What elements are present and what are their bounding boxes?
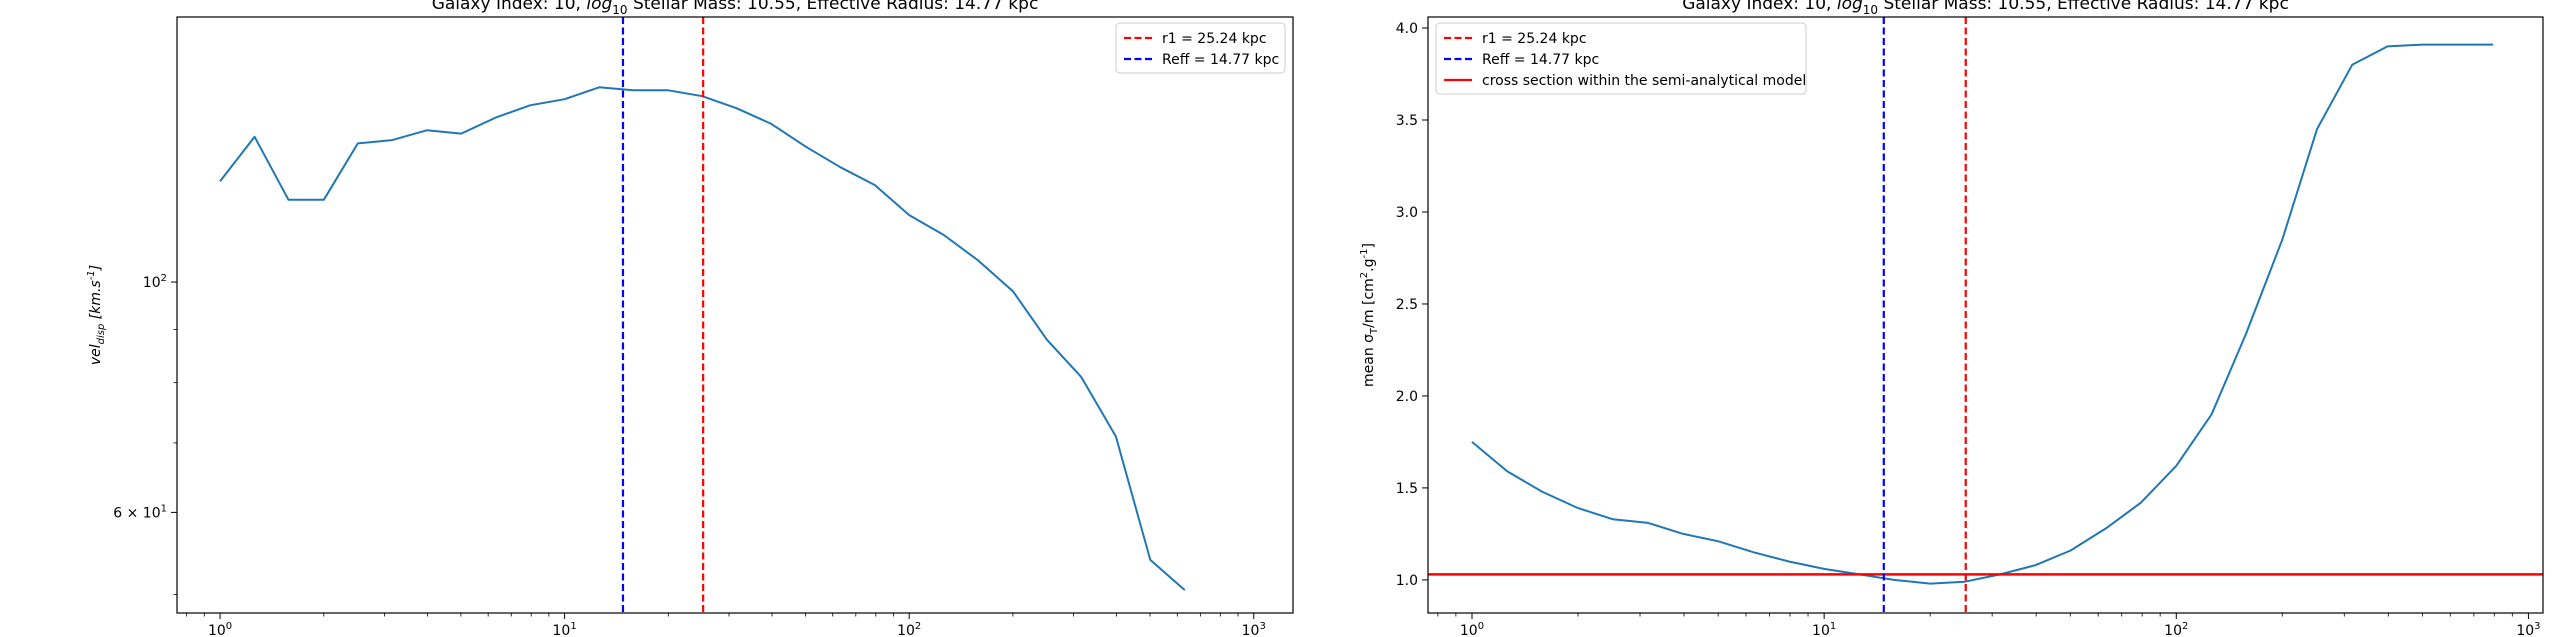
- chart-title: Galaxy Index: 10, log10 Stellar Mass: 10…: [432, 0, 1039, 17]
- x-tick-label: 100: [1460, 621, 1484, 637]
- legend: r1 = 25.24 kpc Reff = 14.77 kpc: [1115, 22, 1286, 74]
- y-tick-label: 3.0: [1396, 205, 1418, 221]
- y-tick-label: 1.0: [1396, 573, 1418, 589]
- axes-frame: [1427, 16, 2544, 614]
- x-tick-label: 102: [897, 621, 921, 637]
- legend-box: [1435, 22, 1807, 95]
- y-tick-label: 2.0: [1396, 389, 1418, 405]
- x-tick-label: 103: [2516, 621, 2540, 637]
- plot-marks: [1428, 17, 2543, 613]
- x-tick-label: 102: [2164, 621, 2188, 637]
- y-tick-label: 102: [143, 273, 167, 291]
- plot-area: [177, 17, 1293, 613]
- legend: r1 = 25.24 kpc Reff = 14.77 kpc cross sect…: [1435, 22, 1807, 95]
- legend-box: [1115, 22, 1286, 74]
- plot-marks: [219, 17, 1186, 613]
- legend-label: r1 = 25.24 kpc: [1482, 31, 1587, 47]
- y-axis-label: mean σT/m [cm2.g-1]: [1359, 243, 1380, 387]
- x-tick-label: 100: [208, 621, 232, 637]
- legend-label: Reff = 14.77 kpc: [1482, 52, 1599, 68]
- legend-label: Reff = 14.77 kpc: [1162, 52, 1279, 68]
- chart-title: Galaxy Index: 10, log10 Stellar Mass: 10…: [1682, 0, 2289, 17]
- right-chart: Galaxy Index: 10, log10 Stellar Mass: 10…: [1359, 0, 2544, 637]
- y-tick-label: 3.5: [1396, 113, 1418, 129]
- x-tick-label: 103: [1242, 621, 1266, 637]
- axes-frame: [176, 16, 1294, 614]
- y-tick-label: 2.5: [1396, 297, 1418, 313]
- x-tick-label: 101: [1812, 621, 1836, 637]
- series-line: [1471, 43, 2494, 585]
- plot-area: [1428, 17, 2543, 613]
- x-tick-label: 101: [553, 621, 577, 637]
- y-tick-label: 6 × 101: [113, 503, 167, 521]
- legend-label: r1 = 25.24 kpc: [1162, 31, 1267, 47]
- legend-label: cross section within the semi-analytical…: [1482, 73, 1806, 89]
- left-chart: Galaxy Index: 10, log10 Stellar Mass: 10…: [86, 0, 1294, 637]
- y-tick-label: 1.5: [1396, 481, 1418, 497]
- y-tick-label: 4.0: [1396, 21, 1418, 37]
- y-axis-label: veldisp [km.s-1]: [86, 265, 107, 365]
